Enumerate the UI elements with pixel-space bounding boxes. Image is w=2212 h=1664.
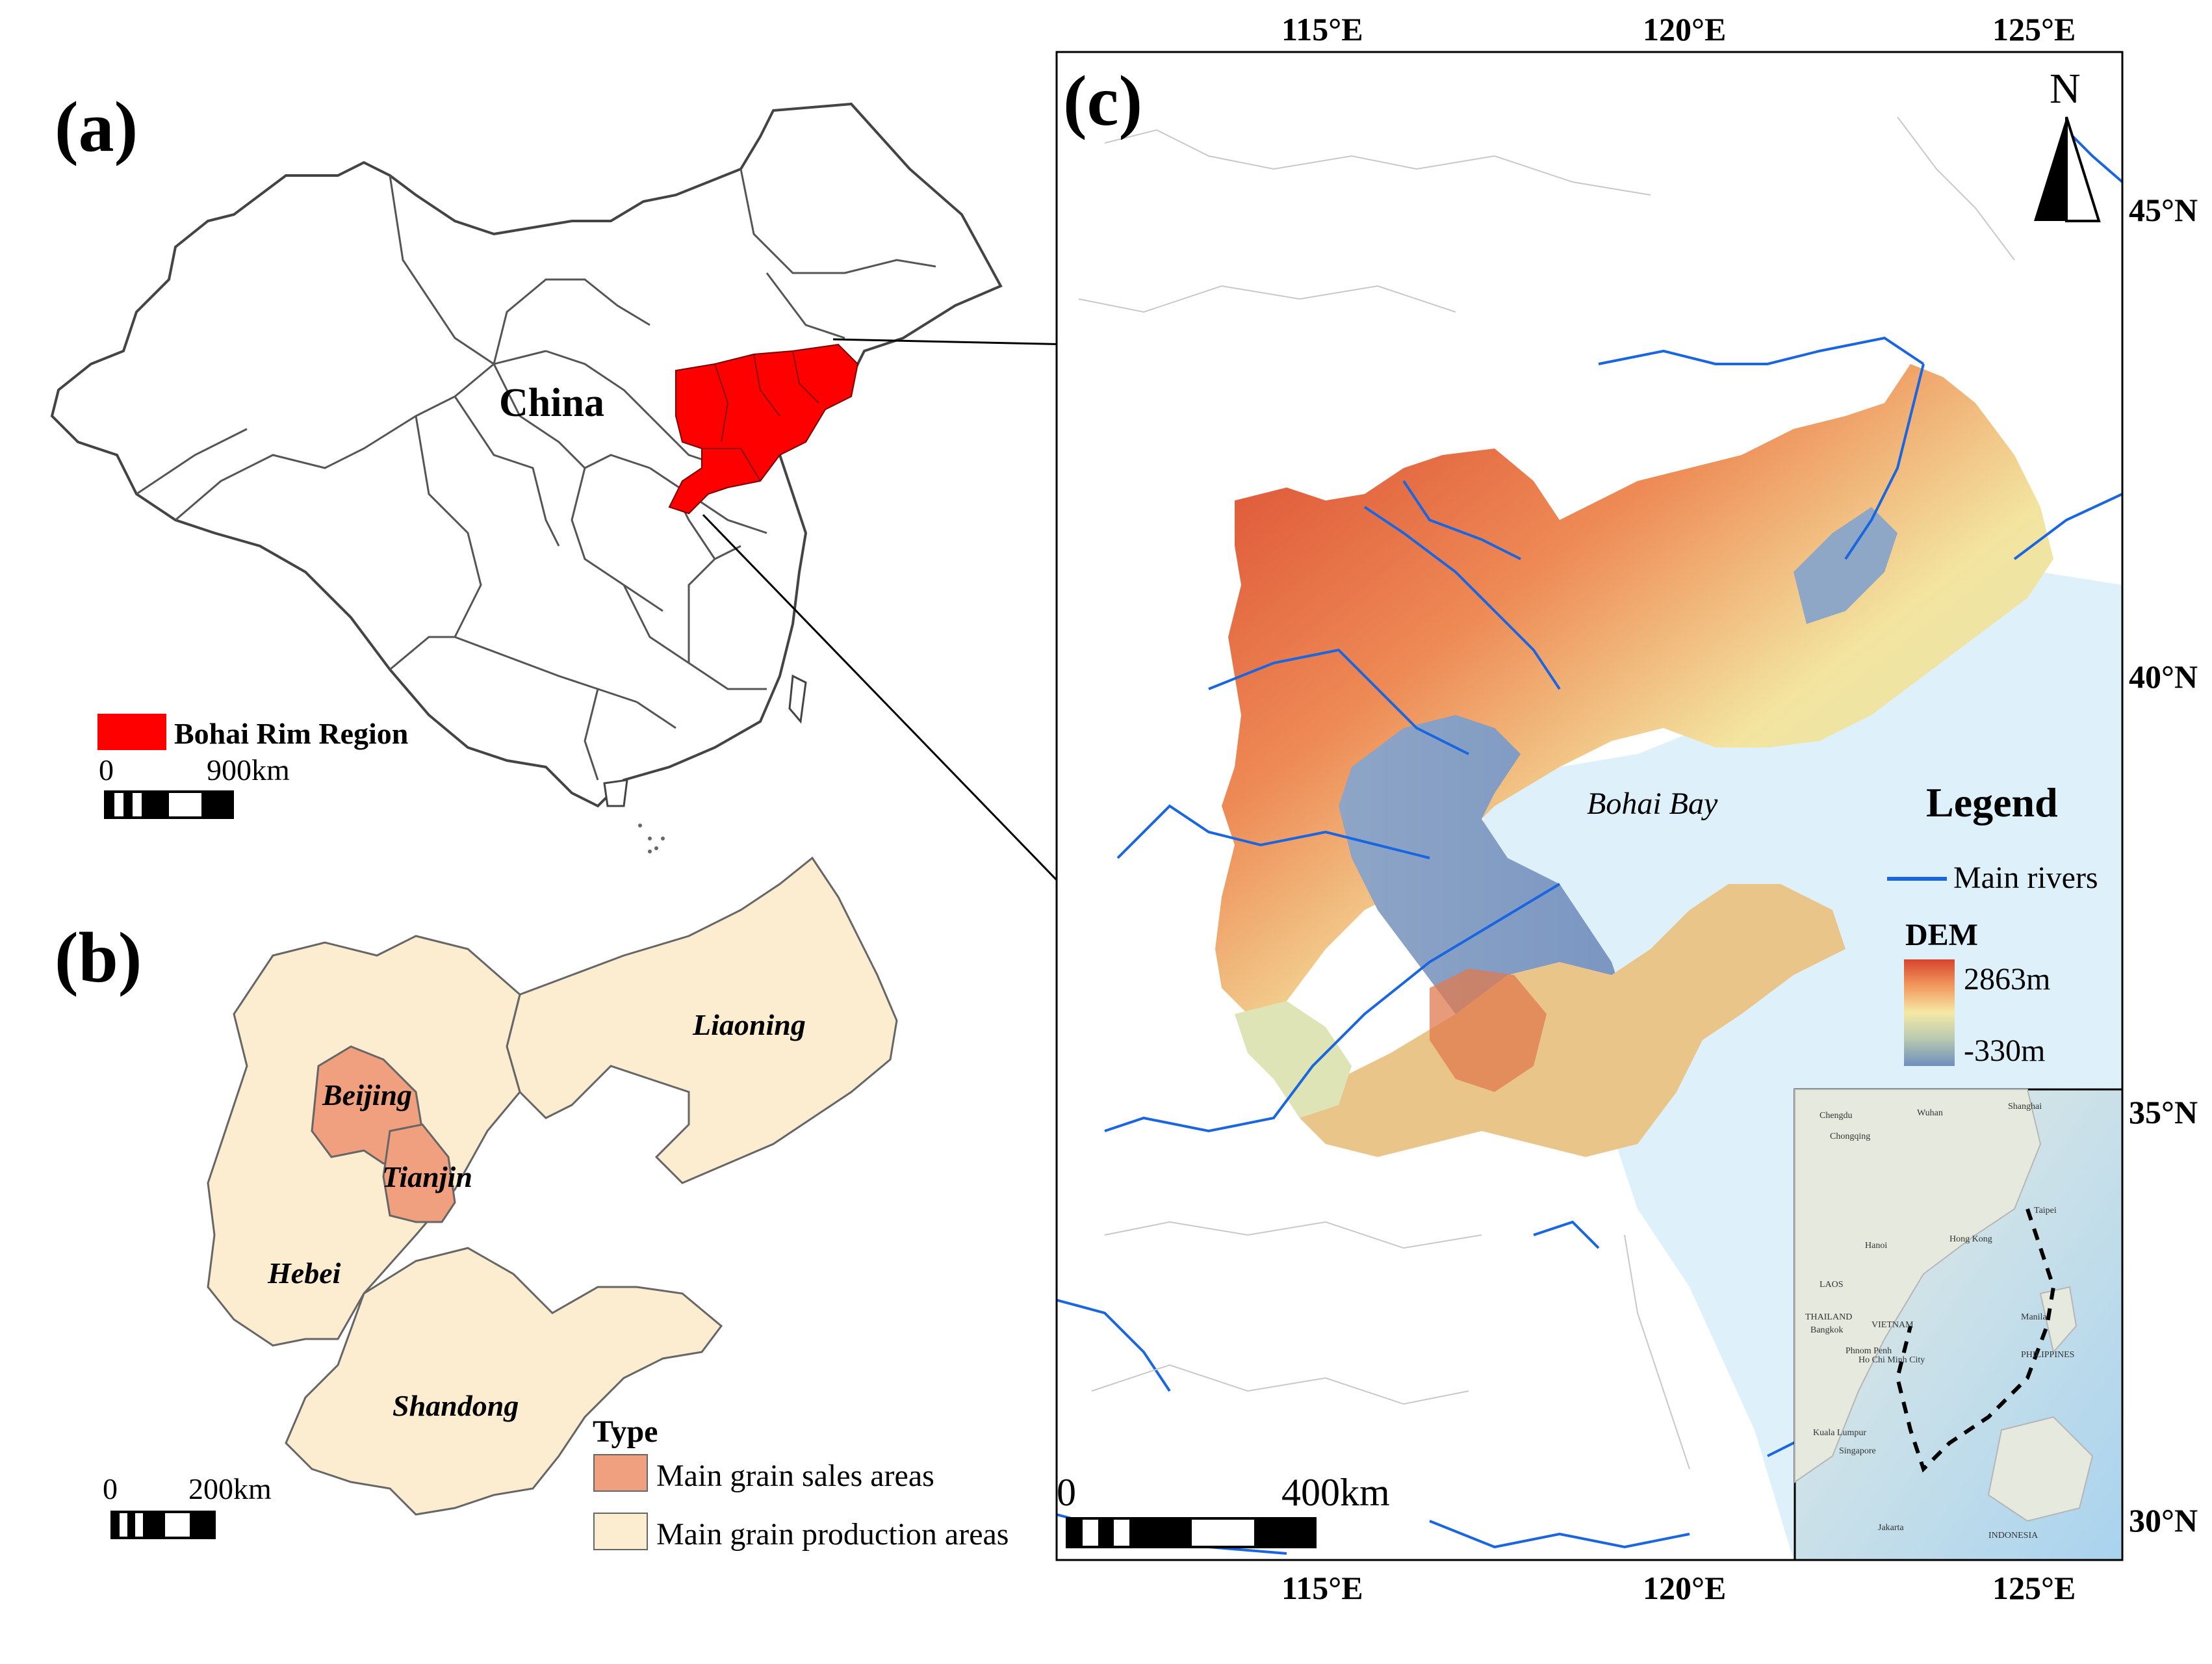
bohai-legend-swatch — [97, 714, 166, 750]
bottom-tick-115: 115°E — [1281, 1570, 1363, 1606]
inset-city-manila: Manila — [2021, 1312, 2047, 1322]
north-label: N — [2050, 65, 2081, 112]
north-arrow-icon: N — [2034, 65, 2101, 222]
terrain-liaohe-plain — [1794, 507, 1897, 624]
panel-b-label: (b) — [55, 918, 142, 997]
inset-city-chengdu: Chengdu — [1820, 1111, 1853, 1121]
inset-country-laos: LAOS — [1820, 1280, 1844, 1290]
inset-city-shanghai: Shanghai — [2008, 1102, 2042, 1112]
right-tick-45n: 45°N — [2129, 192, 2198, 228]
inset-city-taipei: Taipei — [2034, 1206, 2057, 1216]
scale-a-end: 900km — [207, 753, 290, 786]
scale-b-zero: 0 — [103, 1472, 118, 1505]
panel-c-map: Chengdu Wuhan Shanghai Chongqing Taipei … — [1057, 52, 2122, 1560]
dem-legend-title: DEM — [1905, 918, 1978, 952]
bohai-bay-label: Bohai Bay — [1587, 786, 1718, 821]
inset-city-phnompenh: Phnom Penh — [1845, 1346, 1892, 1356]
south-sea-islands — [638, 824, 665, 853]
inset-city-bangkok: Bangkok — [1810, 1325, 1844, 1335]
terrain-hebei-plain — [1235, 1001, 1352, 1118]
inset-city-hanoi: Hanoi — [1865, 1241, 1887, 1251]
top-tick-120: 120°E — [1643, 11, 1726, 47]
production-legend-swatch — [593, 1513, 648, 1550]
sales-legend-label: Main grain sales areas — [656, 1459, 934, 1493]
admin-boundaries — [1078, 116, 2015, 1470]
inset-country-vietnam: VIETNAM — [1871, 1320, 1914, 1330]
dem-high-label: 2863m — [1964, 962, 2050, 996]
province-liaoning — [506, 856, 898, 1184]
inset-map: Chengdu Wuhan Shanghai Chongqing Taipei … — [1794, 1088, 2122, 1560]
inset-country-thailand: THAILAND — [1805, 1312, 1852, 1322]
scale-b-end: 200km — [188, 1472, 272, 1505]
label-liaoning: Liaoning — [692, 1008, 806, 1041]
scale-a-zero: 0 — [99, 753, 114, 786]
production-legend-label: Main grain production areas — [656, 1517, 1009, 1552]
inset-country-indonesia: INDONESIA — [1988, 1531, 2038, 1540]
top-tick-115: 115°E — [1281, 11, 1363, 47]
bohai-legend-label: Bohai Rim Region — [174, 717, 408, 750]
panel-b: (b) Beijing Tianjin Hebei Liaoning Shand… — [55, 856, 1009, 1552]
panel-a-label: (a) — [55, 87, 138, 166]
scale-bar-b — [110, 1511, 216, 1539]
panel-c-label: (c) — [1063, 61, 1142, 140]
terrain-shandong — [1300, 884, 1845, 1157]
label-shandong: Shandong — [392, 1389, 519, 1422]
type-legend-title: Type — [593, 1414, 658, 1449]
map-legend-title: Legend — [1926, 779, 2058, 826]
right-tick-30n: 30°N — [2129, 1502, 2198, 1539]
sales-legend-swatch — [593, 1454, 648, 1492]
dem-low-label: -330m — [1964, 1034, 2045, 1068]
terrain-shandong-core — [1430, 968, 1547, 1092]
panel-c: Chengdu Wuhan Shanghai Chongqing Taipei … — [1055, 11, 2198, 1606]
right-tick-35n: 35°N — [2129, 1094, 2198, 1130]
panel-c-frame — [1055, 51, 2124, 1561]
scale-bar-c — [1066, 1517, 1317, 1548]
inset-city-hongkong: Hong Kong — [1949, 1234, 1992, 1244]
hainan-island — [603, 779, 628, 807]
china-label: China — [499, 381, 604, 425]
province-shandong — [285, 1247, 723, 1516]
province-tianjin — [382, 1123, 456, 1223]
river-legend-label: Main rivers — [1953, 861, 2098, 895]
inset-city-chongqing: Chongqing — [1830, 1132, 1870, 1141]
top-tick-125: 125°E — [1992, 11, 2076, 47]
right-tick-40n: 40°N — [2129, 658, 2198, 695]
label-hebei: Hebei — [267, 1256, 341, 1290]
scale-c-zero: 0 — [1057, 1471, 1076, 1514]
inset-city-singapore: Singapore — [1839, 1446, 1876, 1456]
scale-bar-a — [104, 790, 234, 819]
inset-city-kualalumpur: Kuala Lumpur — [1813, 1428, 1866, 1438]
bohai-internal-lines — [702, 350, 819, 482]
scale-c-end: 400km — [1281, 1471, 1390, 1514]
bottom-tick-120: 120°E — [1643, 1570, 1726, 1606]
bottom-tick-125: 125°E — [1992, 1570, 2076, 1606]
inset-city-wuhan: Wuhan — [1917, 1108, 1943, 1118]
inset-city-hochiminh: Ho Chi Minh City — [1858, 1355, 1925, 1365]
inset-city-jakarta: Jakarta — [1878, 1523, 1904, 1533]
inset-country-philippines: PHILIPPINES — [2021, 1350, 2074, 1360]
label-tianjin: Tianjin — [382, 1160, 472, 1193]
label-beijing: Beijing — [322, 1078, 412, 1112]
province-boundaries — [136, 168, 936, 781]
panel-a: (a) — [50, 87, 1003, 853]
dem-color-ramp — [1904, 959, 1955, 1066]
taiwan-island — [788, 674, 807, 724]
